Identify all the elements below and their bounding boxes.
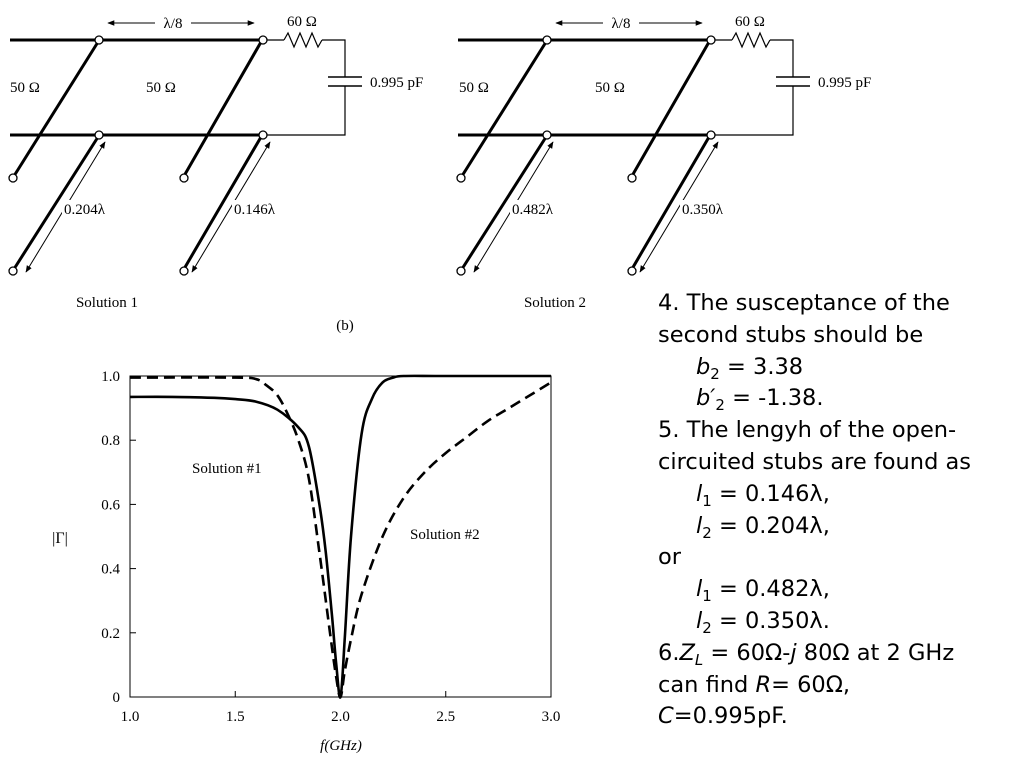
- x-tick-label: 3.0: [542, 709, 561, 725]
- resistor-symbol: [283, 31, 323, 49]
- solution2-title: Solution 2: [524, 295, 586, 311]
- note-line: can find R= 60Ω,: [658, 671, 851, 698]
- impedance-label-left: 50 Ω: [459, 80, 489, 96]
- y-axis-label: |Γ|: [52, 530, 68, 547]
- series-solution2-label: Solution #2: [410, 527, 480, 543]
- terminal-node: [456, 173, 466, 183]
- load-wire-return: [265, 86, 346, 136]
- y-tick-label: 0: [113, 690, 121, 706]
- note-equation-l2: l2 = 0.204λ,: [696, 512, 830, 542]
- impedance-label-left: 50 Ω: [10, 80, 40, 96]
- impedance-label-mid: 50 Ω: [146, 80, 176, 96]
- x-axis-label: f(GHz): [320, 738, 362, 754]
- solution1-title: Solution 1: [76, 295, 138, 311]
- note-equation-l1: l1 = 0.482λ,: [696, 576, 830, 606]
- note-equation-load: 6.ZL = 60Ω-j 80Ω at 2 GHz: [658, 639, 955, 669]
- stub1-length-label: 0.204λ: [64, 202, 106, 218]
- note-line: 5. The lengyh of the open-: [658, 417, 957, 444]
- resistor-label: 60 Ω: [735, 14, 765, 30]
- reflection-plot: 1.0 1.5 2.0 2.5 3.0 0 0.2 0.4 0.6 0.8 1.0 Solutio…: [52, 369, 560, 754]
- terminal-node: [94, 130, 104, 140]
- note-equation-b2: b2 = 3.38: [696, 353, 804, 383]
- y-tick-label: 0.6: [101, 497, 120, 513]
- series-solution1-line: [129, 374, 551, 699]
- y-tick-label: 0.8: [101, 433, 120, 449]
- spacing-label: λ/8: [164, 16, 183, 32]
- note-line: C=0.995pF.: [658, 703, 788, 730]
- note-equation-l2: l2 = 0.350λ.: [696, 607, 830, 637]
- x-tick-label: 1.0: [121, 709, 140, 725]
- stub1-length-label: 0.482λ: [512, 202, 554, 218]
- solution-notes: 4. The susceptance of the second stubs s…: [658, 288, 1018, 733]
- note-line: 4. The susceptance of the: [658, 290, 950, 316]
- terminal-node: [94, 35, 104, 45]
- capacitor-label: 0.995 pF: [818, 75, 871, 91]
- stub2-length-arrow: [191, 141, 271, 273]
- stub2-length-label: 0.146λ: [234, 202, 276, 218]
- terminal-node: [542, 35, 552, 45]
- note-line: second stubs should be: [658, 321, 924, 348]
- terminal-node: [8, 266, 18, 276]
- plot-frame: [129, 375, 552, 698]
- spacing-label: λ/8: [612, 16, 631, 32]
- solution1-circuit: λ/8 60 Ω 0.995 pF 50 Ω 50 Ω 0.204λ 0.146…: [8, 14, 423, 311]
- stub2-length-arrow: [639, 141, 719, 273]
- terminal-node: [706, 130, 716, 140]
- terminal-node: [627, 173, 637, 183]
- load-wire: [322, 39, 346, 77]
- terminal-node: [258, 35, 268, 45]
- load-wire-return: [713, 86, 794, 136]
- y-tick-label: 0.2: [101, 626, 120, 642]
- impedance-label-mid: 50 Ω: [595, 80, 625, 96]
- x-tick-label: 2.0: [331, 709, 350, 725]
- y-tick-label: 1.0: [101, 369, 120, 385]
- x-tick-label: 2.5: [436, 709, 455, 725]
- note-line: or: [658, 544, 682, 571]
- x-tick-label: 1.5: [226, 709, 245, 725]
- terminal-node: [179, 173, 189, 183]
- terminal-node: [8, 173, 18, 183]
- terminal-node: [542, 130, 552, 140]
- terminal-node: [706, 35, 716, 45]
- load-wire: [770, 39, 794, 77]
- stub2-length-label: 0.350λ: [682, 202, 724, 218]
- note-line: circuited stubs are found as: [658, 448, 972, 475]
- terminal-node: [258, 130, 268, 140]
- terminal-node: [627, 266, 637, 276]
- resistor-label: 60 Ω: [287, 14, 317, 30]
- capacitor-label: 0.995 pF: [370, 75, 423, 91]
- y-axis-ticks: 0 0.2 0.4 0.6 0.8 1.0: [101, 369, 136, 706]
- series-solution1-label: Solution #1: [192, 461, 262, 477]
- terminal-node: [179, 266, 189, 276]
- resistor-symbol: [731, 31, 771, 49]
- figure-tag: (b): [336, 318, 354, 334]
- y-tick-label: 0.4: [101, 562, 120, 578]
- note-equation-b2-prime: b′2 = -1.38.: [696, 385, 824, 415]
- note-equation-l1: l1 = 0.146λ,: [696, 480, 830, 510]
- series-solution2-line: [129, 376, 552, 699]
- solution2-circuit: λ/8 60 Ω 0.995 pF 50 Ω 50 Ω 0.482λ 0.350…: [456, 14, 871, 311]
- terminal-node: [456, 266, 466, 276]
